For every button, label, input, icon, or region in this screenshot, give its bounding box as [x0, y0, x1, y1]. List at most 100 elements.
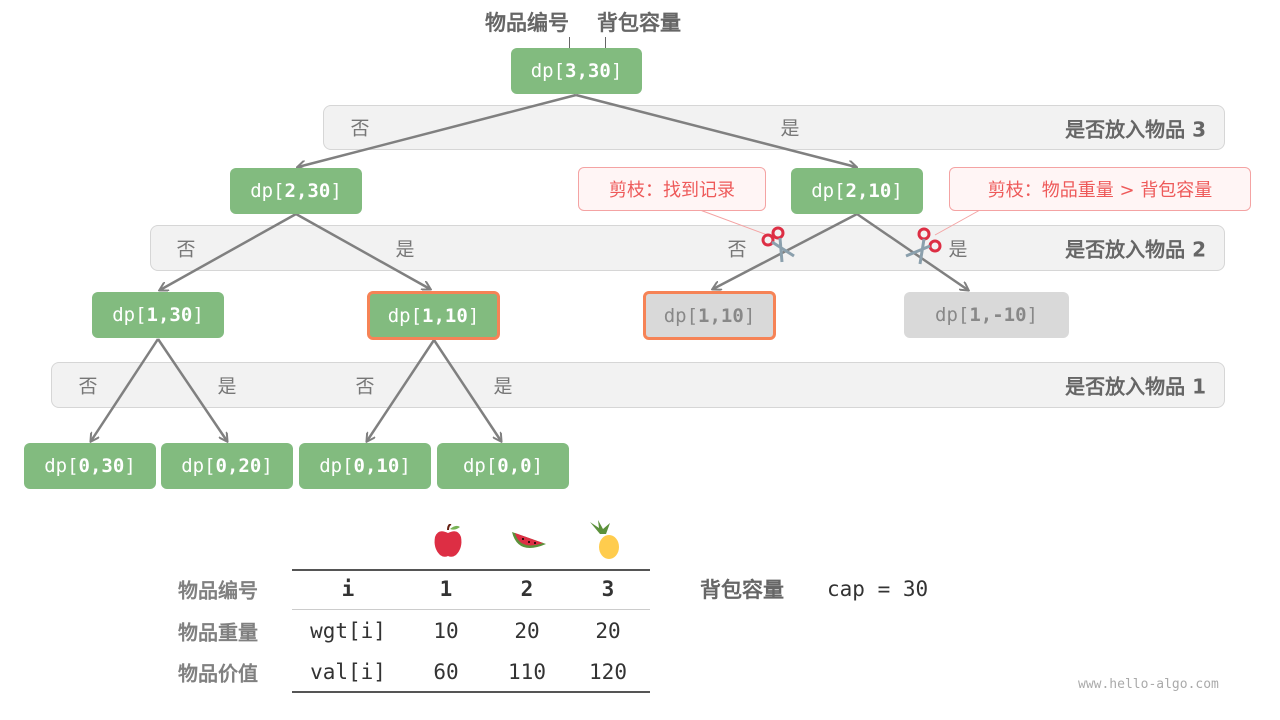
- node-suffix: ]: [124, 455, 136, 477]
- dp-node: dp[0,20]: [161, 443, 293, 489]
- scissors-icon: [905, 227, 942, 265]
- node-args: 0,10: [353, 455, 400, 477]
- branch-yes: 是: [217, 375, 237, 398]
- header-pointer: [569, 37, 570, 51]
- node-prefix: dp[: [811, 180, 846, 202]
- edge: [432, 339, 501, 441]
- watermelon-icon: [510, 528, 548, 560]
- node-prefix: dp[: [935, 304, 970, 326]
- branch-no: 否: [350, 117, 370, 140]
- branch-no: 否: [78, 375, 98, 398]
- decision-band-item-1: 是否放入物品 1: [51, 362, 1225, 408]
- table-row-label: 物品编号: [178, 578, 258, 603]
- table-row-label: 物品价值: [178, 661, 258, 686]
- watermark: www.hello-algo.com: [1078, 677, 1219, 692]
- node-suffix: ]: [261, 455, 273, 477]
- table-cell: 120: [589, 660, 627, 684]
- dp-node: dp[1,10]: [367, 291, 500, 340]
- branch-no: 否: [176, 238, 196, 261]
- node-args: 1,30: [146, 304, 193, 326]
- callout-pointer: [699, 209, 771, 237]
- dp-node: dp[2,10]: [791, 168, 923, 214]
- table-cell: 1: [439, 577, 453, 601]
- table-row-label: 物品重量: [178, 620, 258, 645]
- node-prefix: dp[: [663, 304, 699, 327]
- table-cell: 10: [433, 619, 459, 643]
- callout-pointer: [934, 209, 981, 236]
- branch-yes: 是: [780, 117, 800, 140]
- branch-no: 否: [727, 238, 747, 261]
- prune-callout-overweight: 剪枝：物品重量 > 背包容量: [949, 167, 1251, 211]
- node-args: 1,-10: [969, 304, 1027, 326]
- capacity-label: 背包容量: [700, 578, 784, 602]
- prune-callout-memo: 剪枝：找到记录: [578, 167, 766, 211]
- table-bottom-rule: [292, 691, 650, 693]
- dp-node: dp[0,30]: [24, 443, 156, 489]
- table-cell: 20: [514, 619, 540, 643]
- capacity-value: cap = 30: [827, 577, 929, 601]
- band-label: 是否放入物品 2: [1065, 237, 1206, 262]
- node-args: 1,10: [422, 304, 468, 327]
- node-prefix: dp[: [112, 304, 147, 326]
- node-prefix: dp[: [44, 455, 79, 477]
- dp-node: dp[3,30]: [511, 48, 642, 94]
- node-args: 0,20: [215, 455, 262, 477]
- node-args: 0,0: [497, 455, 532, 477]
- dp-node: dp[0,0]: [437, 443, 569, 489]
- node-suffix: ]: [891, 180, 903, 202]
- node-suffix: ]: [330, 180, 342, 202]
- band-label: 是否放入物品 3: [1065, 117, 1206, 141]
- node-args: 0,30: [78, 455, 125, 477]
- table-cell: 2: [520, 577, 534, 601]
- node-prefix: dp[: [530, 60, 566, 82]
- node-suffix: ]: [610, 60, 623, 82]
- table-cell: 3: [601, 577, 615, 601]
- edge: [160, 212, 297, 290]
- table-cell: wgt[i]: [310, 619, 386, 643]
- table-cell: 60: [433, 660, 459, 684]
- table-cell: 110: [508, 660, 546, 684]
- dp-node: dp[1,30]: [92, 292, 224, 338]
- table-cell: i: [341, 577, 355, 601]
- table-mid-rule: [292, 609, 650, 610]
- branch-yes: 是: [948, 238, 968, 261]
- dp-node: dp[2,30]: [230, 168, 362, 214]
- edge: [156, 338, 227, 441]
- node-prefix: dp[: [387, 304, 423, 327]
- band-label: 是否放入物品 1: [1065, 374, 1206, 399]
- node-suffix: ]: [192, 304, 204, 326]
- node-args: 3,30: [565, 60, 611, 82]
- decision-band-item-3: 是否放入物品 3: [323, 105, 1225, 150]
- table-cell: 20: [595, 619, 621, 643]
- pineapple-icon: [588, 520, 622, 564]
- edge: [367, 339, 436, 441]
- node-args: 1,10: [698, 304, 744, 327]
- node-suffix: ]: [531, 455, 544, 477]
- item-index-header: 物品编号: [485, 11, 569, 35]
- table-cell: val[i]: [310, 660, 386, 684]
- node-prefix: dp[: [181, 455, 216, 477]
- node-prefix: dp[: [462, 455, 498, 477]
- node-suffix: ]: [399, 455, 411, 477]
- table-top-rule: [292, 569, 650, 571]
- node-args: 2,10: [845, 180, 892, 202]
- node-suffix: ]: [1026, 304, 1038, 326]
- dp-node: dp[0,10]: [299, 443, 431, 489]
- dp-node: dp[1,-10]: [904, 292, 1069, 338]
- node-args: 2,30: [284, 180, 331, 202]
- dp-node: dp[1,10]: [643, 291, 776, 340]
- node-suffix: ]: [743, 304, 756, 327]
- branch-no: 否: [355, 375, 375, 398]
- edge: [91, 338, 160, 441]
- edge: [298, 93, 577, 167]
- apple-icon: [432, 523, 464, 562]
- node-prefix: dp[: [250, 180, 285, 202]
- capacity-header: 背包容量: [597, 11, 681, 35]
- edge: [575, 93, 856, 167]
- edge: [295, 212, 430, 289]
- node-prefix: dp[: [319, 455, 354, 477]
- scissors-icon: [761, 226, 795, 263]
- branch-yes: 是: [395, 238, 415, 261]
